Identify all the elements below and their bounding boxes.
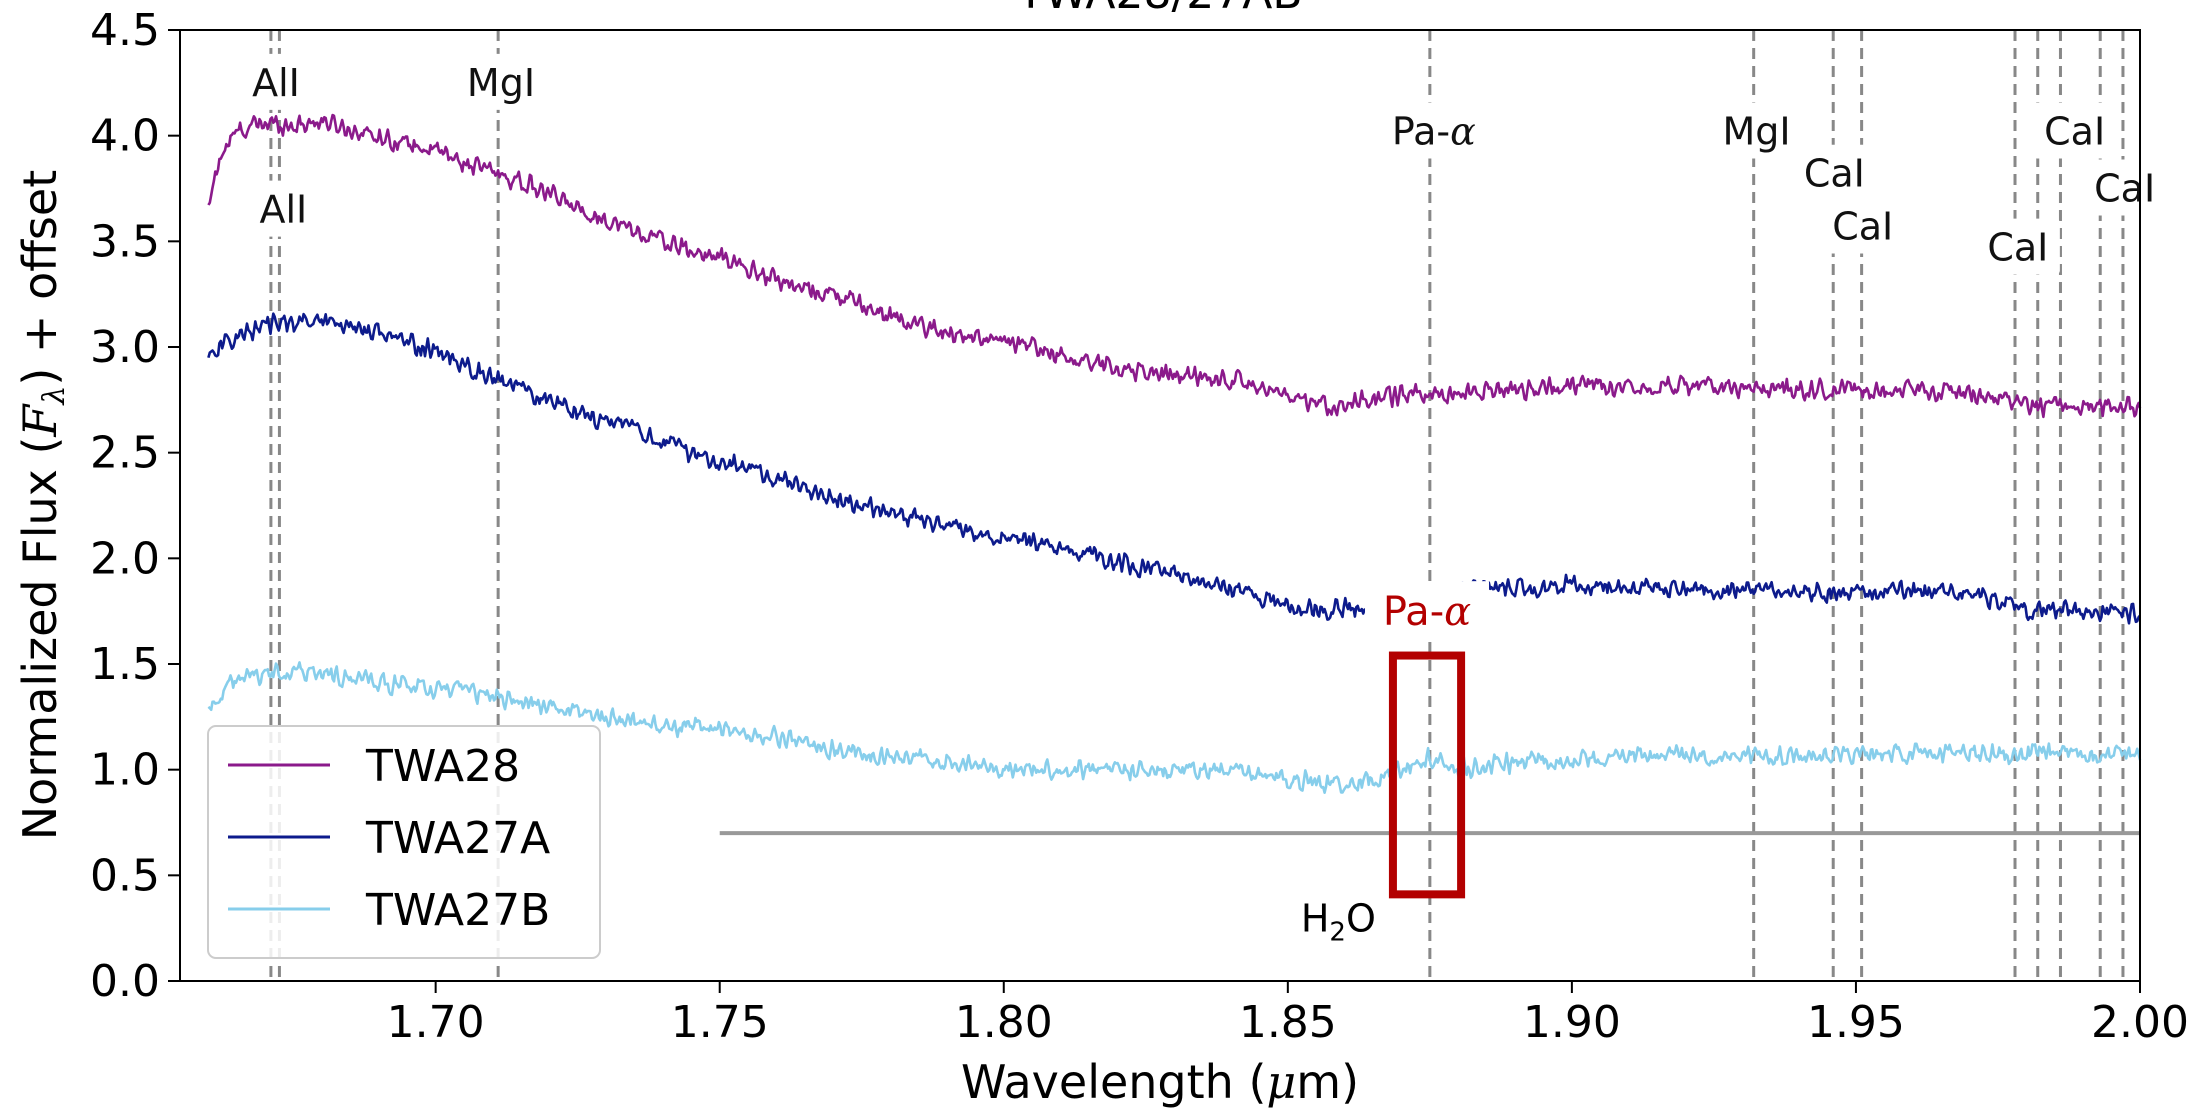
- annotation-text: CaI: [1987, 226, 2048, 270]
- annotation-label: CaI: [1987, 226, 2048, 270]
- x-tick-label: 1.75: [671, 997, 769, 1048]
- x-tick-label: 2.00: [2091, 997, 2189, 1048]
- y-tick-label: 0.5: [90, 850, 160, 901]
- y-axis-label-lambda: λ: [37, 386, 72, 406]
- highlight-label: Pa-α: [1383, 589, 1471, 635]
- annotation-text: CaI: [2044, 109, 2105, 153]
- y-tick-label: 2.5: [90, 428, 160, 479]
- h2o-label: H2O: [1301, 897, 1376, 948]
- annotation-4: MgI: [1714, 102, 1799, 159]
- annotation-label: MgI: [467, 61, 535, 105]
- highlight-box: [1388, 651, 1466, 899]
- x-axis-label-prefix: Wavelength (: [961, 1055, 1266, 1109]
- annotation-label: MgI: [1722, 109, 1790, 153]
- x-tick-label: 1.85: [1239, 997, 1337, 1048]
- y-tick-label: 1.5: [90, 639, 160, 690]
- y-axis-label-prefix: Normalized Flux (: [13, 437, 67, 841]
- plot-frame: [179, 29, 2141, 982]
- x-tick-label: 1.80: [955, 997, 1053, 1048]
- h2o-label-sub: 2: [1329, 918, 1346, 948]
- x-tick-label: 1.90: [1523, 997, 1621, 1048]
- x-axis-ticks: 1.70 1.75 1.80 1.85 1.90 1.95 2.00: [387, 981, 2189, 1048]
- annotation-bg: [2082, 159, 2167, 216]
- annotation-0: AlI: [234, 53, 319, 110]
- pa-alpha-highlight: Pa-α: [1365, 581, 1490, 899]
- spectra-series: [207, 113, 2142, 794]
- highlight-label-greek: α: [1444, 589, 1471, 635]
- annotation-text: MgI: [467, 61, 535, 105]
- annotation-bg: [1377, 102, 1490, 159]
- annotation-6: CaI: [1820, 197, 1905, 254]
- line-annotations: AlI AlI MgI Pa-α MgI CaI CaI CaI CaI CaI: [234, 53, 2167, 275]
- legend: TWA28 TWA27A TWA27B: [207, 725, 601, 959]
- h2o-label-o: O: [1346, 897, 1376, 941]
- annotation-label: CaI: [2094, 167, 2155, 211]
- annotation-label: CaI: [1804, 152, 1865, 196]
- y-tick-label: 1.0: [90, 745, 160, 796]
- annotation-bg: [234, 53, 319, 110]
- legend-frame: [207, 725, 601, 959]
- y-axis-ticks: 0.0 0.5 1.0 1.5 2.0 2.5 3.0 3.5 4.0 4.5: [90, 5, 180, 1007]
- annotation-text: AlI: [252, 61, 300, 105]
- annotation-7: CaI: [1975, 218, 2060, 275]
- x-axis-label-mu: μ: [1266, 1055, 1296, 1109]
- annotation-5: CaI: [1792, 144, 1877, 201]
- y-tick-label: 4.0: [90, 111, 160, 162]
- annotation-1: AlI: [241, 180, 326, 237]
- y-tick-label: 3.5: [90, 216, 160, 267]
- annotation-bg: [241, 180, 326, 237]
- annotation-text: CaI: [1832, 205, 1893, 249]
- h2o-band: H2O: [719, 831, 2140, 948]
- annotation-label: Pa-α: [1392, 109, 1476, 153]
- y-tick-label: 4.5: [90, 5, 160, 56]
- annotation-label: AlI: [260, 188, 308, 232]
- highlight-label-bg: [1365, 581, 1490, 640]
- annotation-text: Pa-: [1392, 109, 1450, 153]
- annotation-9: CaI: [2082, 159, 2167, 216]
- x-tick-label: 1.95: [1807, 997, 1905, 1048]
- h2o-label-h: H: [1301, 897, 1330, 941]
- y-axis-label-suffix: ) + offset: [13, 170, 67, 386]
- annotation-bg: [1714, 102, 1799, 159]
- x-axis-label: Wavelength (μm): [961, 1055, 1359, 1109]
- annotation-text: CaI: [2094, 167, 2155, 211]
- annotation-bg: [2032, 102, 2117, 159]
- series-line-TWA28: [207, 113, 2142, 419]
- annotation-bg: [1820, 197, 1905, 254]
- annotation-text: MgI: [1722, 109, 1790, 153]
- y-axis-label-f: F: [13, 403, 67, 438]
- annotation-label: CaI: [1832, 205, 1893, 249]
- legend-label-TWA27A: TWA27A: [365, 813, 550, 864]
- x-tick-label: 1.70: [387, 997, 485, 1048]
- series-line-TWA27A: [207, 312, 2142, 625]
- annotation-text: AlI: [260, 188, 308, 232]
- annotation-3: Pa-α: [1377, 102, 1490, 159]
- chart-title: TWA28/27AB: [1016, 0, 1302, 19]
- highlight-label-text: Pa-: [1383, 589, 1444, 635]
- annotation-label: AlI: [252, 61, 300, 105]
- annotation-8: CaI: [2032, 102, 2117, 159]
- annotation-bg: [1975, 218, 2060, 275]
- x-axis-label-suffix: m): [1296, 1055, 1359, 1109]
- y-tick-label: 2.0: [90, 533, 160, 584]
- annotation-greek: α: [1450, 109, 1476, 153]
- annotation-label: CaI: [2044, 109, 2105, 153]
- legend-label-TWA27B: TWA27B: [365, 885, 550, 936]
- series-line-TWA27B: [207, 661, 2142, 794]
- annotation-2: MgI: [458, 53, 543, 110]
- annotation-bg: [1792, 144, 1877, 201]
- annotation-text: CaI: [1804, 152, 1865, 196]
- y-tick-label: 3.0: [90, 322, 160, 373]
- y-tick-label: 0.0: [90, 956, 160, 1007]
- annotation-bg: [458, 53, 543, 110]
- legend-label-TWA28: TWA28: [365, 741, 520, 792]
- y-axis-label: Normalized Flux (Fλ) + offset: [13, 170, 72, 840]
